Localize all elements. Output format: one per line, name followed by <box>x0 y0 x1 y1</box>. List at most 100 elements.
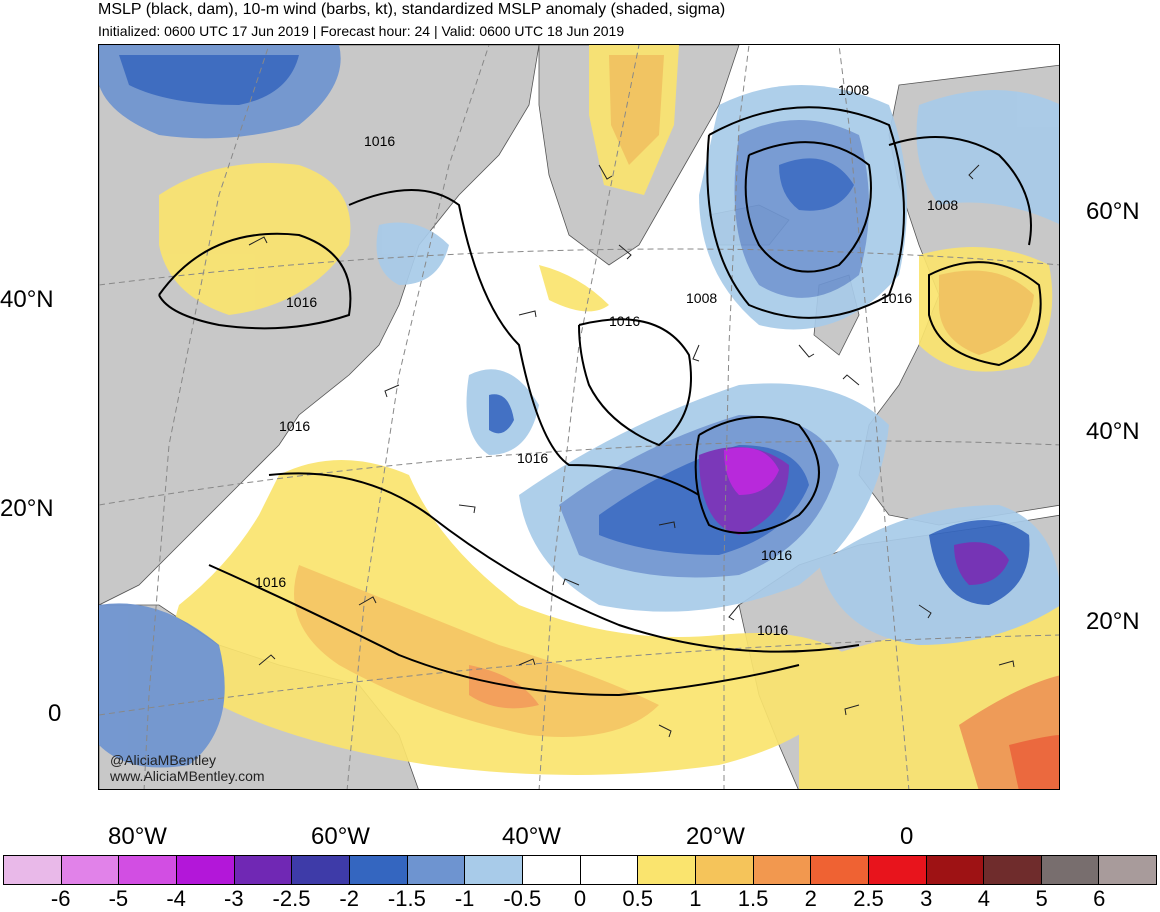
meridian-line <box>346 45 490 789</box>
anomaly-negative-hudson-core <box>119 55 299 105</box>
colorbar-tick-label: 2 <box>804 886 817 911</box>
colorbar-tick-label: -1 <box>454 886 475 911</box>
lon-label: 0 <box>900 823 914 850</box>
wind-barb <box>248 236 268 246</box>
lon-label: 40°W <box>502 823 561 850</box>
lat-label-right: 20°N <box>1086 608 1140 635</box>
isobar-1016-tropics <box>208 564 800 697</box>
anomaly-negative-labrador-sea <box>376 222 449 285</box>
wind-barb <box>618 244 632 260</box>
colorbar <box>3 855 1157 885</box>
isobar-1016-scandinavia <box>928 261 1042 367</box>
wind-barb <box>598 164 613 180</box>
contour-label-layer: 1016 1016 1016 1016 1016 1016 1008 1008 … <box>255 82 958 638</box>
wind-barb <box>658 521 676 529</box>
colorbar-swatch <box>1041 856 1100 884</box>
contour-label: 1016 <box>881 290 912 306</box>
colorbar-swatch <box>4 856 62 884</box>
isobar-1016-azores-ring <box>694 416 820 534</box>
colorbar-tick-label: -5 <box>108 886 129 911</box>
colorbar-tick-label: 6 <box>1093 886 1106 911</box>
wind-barb <box>798 344 815 358</box>
colorbar-swatch <box>695 856 754 884</box>
isobar-1008-iceland-inner <box>744 141 872 273</box>
colorbar-tick-label: 5 <box>1035 886 1048 911</box>
wind-barb <box>358 596 377 606</box>
colorbar-swatch <box>1099 856 1157 884</box>
map-svg: 1016 1016 1016 1016 1016 1016 1008 1008 … <box>99 45 1059 789</box>
meridian-line <box>723 45 750 789</box>
contour-label: 1016 <box>255 574 286 590</box>
meridian-line <box>538 45 640 789</box>
isobar-1016-north-america <box>158 232 352 330</box>
contour-label: 1008 <box>838 82 869 98</box>
colorbar-tick-label: 3 <box>920 886 933 911</box>
colorbar-tick-label: 1 <box>689 886 702 911</box>
wind-barb <box>998 660 1015 668</box>
anomaly-positive-subtropics <box>174 460 859 775</box>
isobar-1016-atlantic-ridge <box>578 318 692 447</box>
colorbar-swatch <box>753 856 812 884</box>
colorbar-swatch <box>580 856 639 884</box>
contour-label: 1008 <box>927 197 958 213</box>
colorbar-swatch <box>465 856 523 884</box>
colorbar-tick-label: 1.5 <box>737 886 769 911</box>
colorbar-swatch <box>984 856 1042 884</box>
graticule-layer <box>99 45 1059 789</box>
contour-label: 1016 <box>286 294 317 310</box>
credit-handle: @AliciaMBentley <box>110 752 217 768</box>
map-subtitle: Initialized: 0600 UTC 17 Jun 2019 | Fore… <box>98 23 625 39</box>
credit-website: www.AliciaMBentley.com <box>110 768 265 784</box>
anomaly-negative-newfoundland-core <box>489 394 514 434</box>
colorbar-tick-label: -2.5 <box>272 886 311 911</box>
isobar-1008-europe <box>888 136 1032 246</box>
parallel-line <box>99 634 1059 716</box>
colorbar-tick-label: -0.5 <box>503 886 542 911</box>
anomaly-negative-azores-peak <box>724 447 779 495</box>
wind-barb <box>842 374 860 386</box>
colorbar-swatch <box>868 856 927 884</box>
colorbar-swatch <box>349 856 408 884</box>
colorbar-tick-label: 2.5 <box>853 886 884 911</box>
colorbar-swatch <box>292 856 350 884</box>
anomaly-positive-labrador <box>159 163 351 315</box>
lat-label-right: 60°N <box>1086 198 1140 225</box>
colorbar-tick-label: -2 <box>339 886 359 911</box>
colorbar-tick-label: -1.5 <box>387 886 426 911</box>
parallel-line <box>99 248 1059 286</box>
anomaly-positive-caribbean-core <box>469 665 539 709</box>
colorbar-tick-label: 0.5 <box>622 886 653 911</box>
contour-label: 1016 <box>279 418 310 434</box>
lat-label-left: 40°N <box>0 286 54 313</box>
wind-barb <box>458 504 476 514</box>
colorbar-tick-label: 0 <box>573 886 587 911</box>
colorbar-swatch <box>407 856 466 884</box>
wind-barb-layer <box>248 164 1015 738</box>
anomaly-positive-africa-peak <box>1009 735 1059 789</box>
wind-barb <box>518 658 536 666</box>
anomaly-positive-greenland-core <box>609 55 664 165</box>
contour-label: 1016 <box>757 622 788 638</box>
map-panel: 1016 1016 1016 1016 1016 1016 1008 1008 … <box>98 44 1060 790</box>
isobar-1016-newfoundland <box>348 189 700 496</box>
anomaly-negative-sahara-core <box>954 542 1009 585</box>
wind-barb <box>968 164 980 180</box>
wind-barb <box>728 604 740 621</box>
contour-label: 1016 <box>517 450 548 466</box>
colorbar-swatch <box>522 856 581 884</box>
wind-barb <box>258 654 276 666</box>
colorbar-tick-label: -3 <box>224 886 244 911</box>
wind-barb <box>384 384 400 398</box>
colorbar-tick-label: -6 <box>50 886 71 911</box>
lat-label-right: 40°N <box>1086 418 1140 445</box>
wind-barb <box>692 344 700 362</box>
isobar-1008-iceland <box>706 106 905 319</box>
lon-label: 60°W <box>311 823 370 850</box>
contour-label: 1016 <box>761 547 792 563</box>
contour-label: 1008 <box>686 290 717 306</box>
lon-label: 20°W <box>686 823 745 850</box>
anomaly-negative-mexico <box>99 603 225 768</box>
colorbar-swatch <box>61 856 120 884</box>
lat-label-left: 0 <box>48 700 62 727</box>
colorbar-swatch <box>638 856 696 884</box>
